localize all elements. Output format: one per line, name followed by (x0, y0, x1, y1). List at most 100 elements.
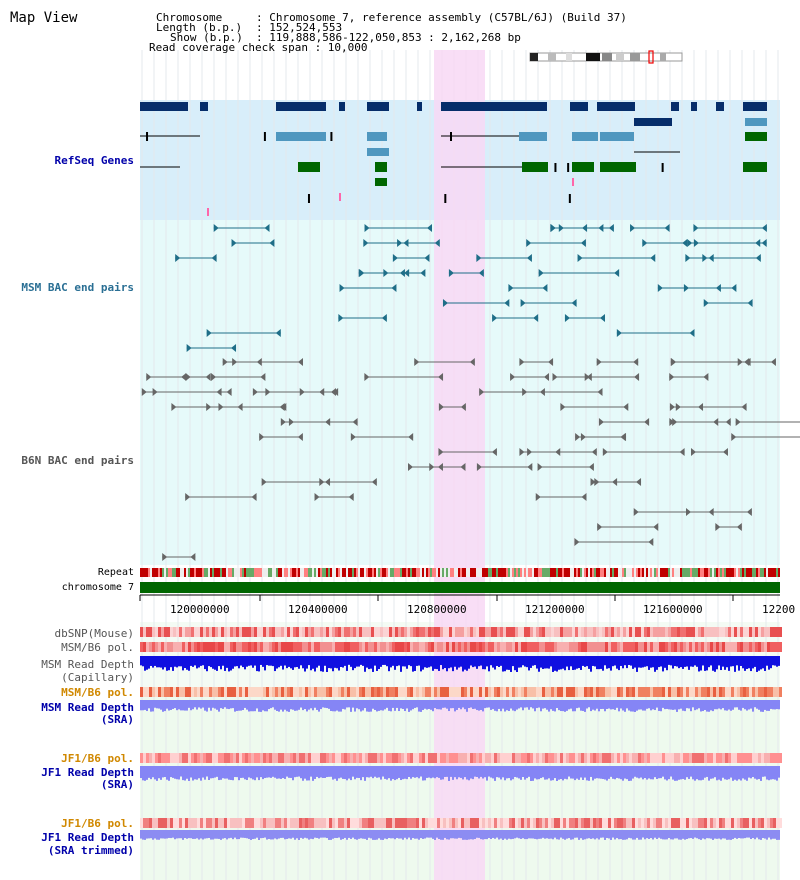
pol-cell (563, 642, 566, 652)
depth-bar (168, 656, 170, 671)
pol-cell (296, 753, 299, 763)
depth-bar (376, 656, 378, 671)
depth-bar (464, 766, 466, 778)
repeat-cell (180, 568, 182, 577)
depth-bar (504, 700, 506, 712)
pol-cell (239, 818, 242, 828)
pol-cell (536, 753, 539, 763)
pol-cell (677, 687, 680, 697)
depth-bar (454, 830, 456, 839)
pol-cell (224, 753, 227, 763)
repeat-cell (282, 568, 284, 577)
depth-bar (190, 700, 192, 711)
depth-bar (732, 830, 734, 840)
depth-bar (650, 656, 652, 668)
depth-bar (744, 830, 746, 839)
pol-cell (338, 818, 341, 828)
depth-bar (730, 700, 732, 711)
track-label-jf1-trim[interactable]: JF1 Read Depth (41, 831, 134, 844)
depth-bar (356, 656, 358, 667)
depth-bar (200, 766, 202, 781)
pol-cell (632, 818, 635, 828)
pol-cell (572, 818, 575, 828)
depth-bar (264, 656, 266, 671)
pol-cell (539, 753, 542, 763)
dbsnp-cell (668, 627, 671, 637)
track-label-msm-bac[interactable]: MSM BAC end pairs (21, 281, 134, 294)
pol-cell (335, 753, 338, 763)
pol-cell (701, 642, 704, 652)
track-label-msm-depth-sra[interactable]: MSM Read Depth (41, 701, 134, 714)
depth-bar (268, 656, 270, 666)
repeat-cell (740, 568, 742, 577)
depth-bar (480, 766, 482, 777)
b6n-bac-pair-end (519, 358, 525, 366)
pol-cell (773, 818, 776, 828)
depth-bar (770, 830, 772, 840)
depth-bar (232, 830, 234, 840)
depth-bar (482, 830, 484, 840)
dbsnp-cell (539, 627, 542, 637)
pol-cell (494, 753, 497, 763)
dbsnp-cell (533, 627, 536, 637)
track-label-repeat[interactable]: Repeat (97, 567, 134, 578)
track-label-msm-depth-cap[interactable]: MSM Read Depth (41, 658, 134, 671)
pol-cell (248, 818, 251, 828)
dbsnp-cell (293, 627, 296, 637)
depth-bar (676, 700, 678, 712)
track-label-chromosome[interactable]: chromosome 7 (61, 582, 134, 593)
depth-bar (576, 766, 578, 779)
pol-cell (269, 753, 272, 763)
repeat-cell (438, 568, 440, 577)
pol-cell (173, 818, 176, 828)
pol-cell (563, 753, 566, 763)
track-label-dbsnp[interactable]: dbSNP(Mouse) (54, 627, 134, 640)
depth-bar (742, 766, 744, 779)
depth-bar (208, 766, 210, 781)
track-label-msm-b6-pol-sra[interactable]: MSM/B6 pol. (61, 686, 134, 699)
repeat-cell (302, 568, 304, 577)
dbsnp-cell (221, 627, 224, 637)
pol-cell (167, 642, 170, 652)
depth-bar (490, 766, 492, 778)
track-label-jf1-depth[interactable]: JF1 Read Depth (41, 766, 134, 779)
depth-bar (400, 830, 402, 839)
depth-bar (328, 700, 330, 709)
track-label-refseq[interactable]: RefSeq Genes (54, 154, 134, 167)
pol-cell (188, 687, 191, 697)
depth-bar (338, 766, 340, 779)
track-label-msm-b6-pol[interactable]: MSM/B6 pol. (61, 641, 134, 654)
pol-cell (698, 642, 701, 652)
dbsnp-cell (683, 627, 686, 637)
depth-bar (490, 656, 492, 666)
pol-cell (458, 818, 461, 828)
depth-bar (278, 700, 280, 712)
repeat-cell (492, 568, 494, 577)
depth-bar (186, 656, 188, 670)
depth-bar (338, 830, 340, 838)
repeat-cell (514, 568, 516, 577)
pol-cell (740, 642, 743, 652)
track-label-jf1-b6-pol-2[interactable]: JF1/B6 pol. (61, 817, 134, 830)
depth-bar (738, 830, 740, 838)
depth-bar (472, 700, 474, 709)
msm-bac-pair-end (538, 269, 544, 277)
depth-bar (224, 656, 226, 671)
track-label-jf1-b6-pol[interactable]: JF1/B6 pol. (61, 752, 134, 765)
pol-cell (446, 818, 449, 828)
track-label-b6n-bac[interactable]: B6N BAC end pairs (21, 454, 134, 467)
depth-bar (766, 656, 768, 666)
repeat-cell (194, 568, 196, 577)
dbsnp-cell (488, 627, 491, 637)
pol-cell (416, 687, 419, 697)
depth-bar (520, 830, 522, 839)
depth-bar (472, 830, 474, 840)
depth-bar (764, 700, 766, 710)
depth-bar (704, 766, 706, 778)
pol-cell (581, 753, 584, 763)
dbsnp-cell (521, 627, 524, 637)
depth-bar (246, 700, 248, 710)
pol-cell (188, 642, 191, 652)
depth-bar (502, 656, 504, 672)
